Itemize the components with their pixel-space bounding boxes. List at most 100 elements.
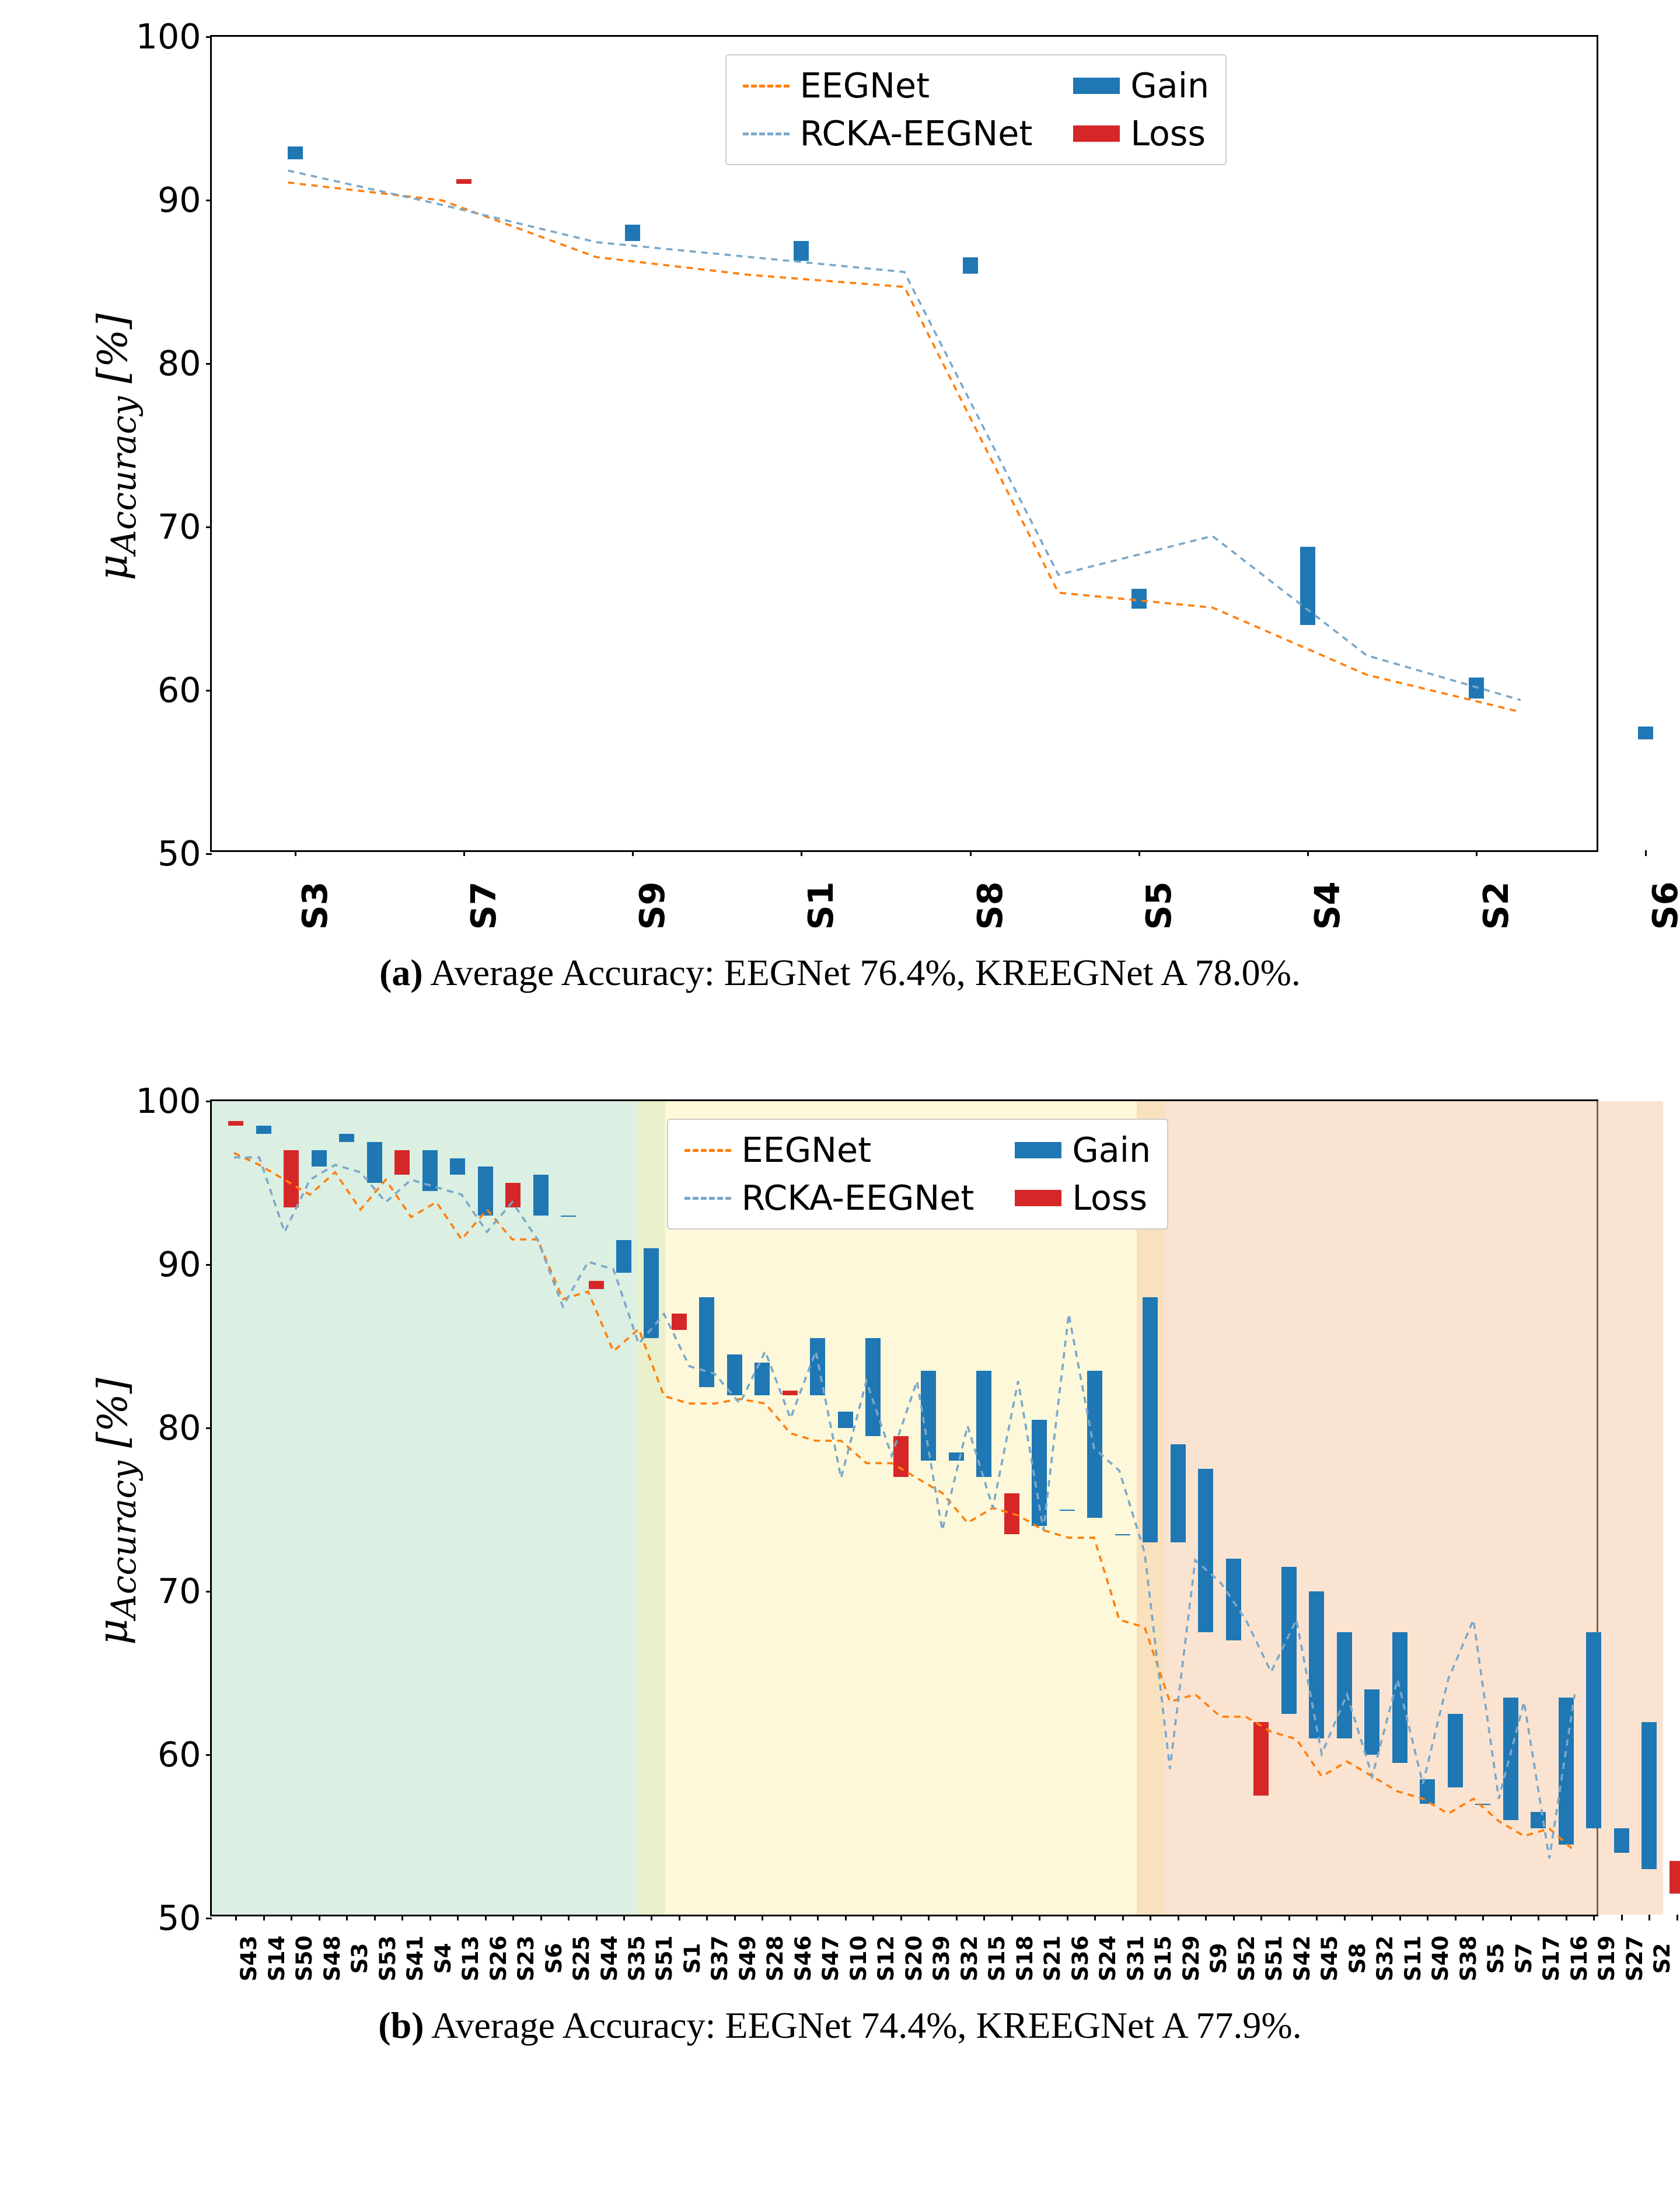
- x-tick-label: S3: [347, 1943, 372, 1974]
- page: μAccuracy [%] EEGNetGainRCKA-EEGNetLoss …: [0, 0, 1680, 2152]
- x-tick-label: S41: [402, 1936, 428, 1982]
- x-tick-mark: [1205, 1915, 1207, 1920]
- y-tick-mark: [206, 200, 212, 201]
- legend-item-rcka: RCKA-EEGNet: [743, 114, 1033, 153]
- x-tick-label: S24: [1095, 1936, 1120, 1982]
- x-tick-label: S9: [1206, 1943, 1231, 1974]
- x-tick-mark: [706, 1915, 708, 1920]
- caption-b-text: Average Accuracy: EEGNet 74.4%, KREEGNet…: [424, 2005, 1302, 2046]
- panel-b: μAccuracy [%] EEGNetGainRCKA-EEGNetLoss …: [82, 1099, 1598, 2047]
- x-tick-label: S23: [513, 1936, 539, 1982]
- x-tick-label: S51: [651, 1936, 677, 1982]
- x-tick-label: S7: [464, 881, 504, 930]
- x-tick-mark: [1344, 1915, 1346, 1920]
- y-tick-label: 80: [158, 344, 201, 383]
- x-tick-mark: [1307, 850, 1309, 856]
- x-tick-mark: [956, 1915, 958, 1920]
- x-tick-mark: [762, 1915, 763, 1920]
- y-tick-label: 90: [158, 180, 201, 220]
- x-tick-label: S4: [1308, 881, 1347, 930]
- legend-text-rcka: RCKA-EEGNet: [800, 114, 1033, 153]
- panel-a: μAccuracy [%] EEGNetGainRCKA-EEGNetLoss …: [82, 35, 1598, 994]
- x-tick-mark: [263, 1915, 265, 1920]
- x-tick-mark: [1039, 1915, 1040, 1920]
- x-tick-mark: [679, 1915, 680, 1920]
- x-tick-label: S27: [1622, 1936, 1647, 1982]
- x-tick-mark: [1138, 850, 1140, 856]
- x-tick-mark: [1482, 1915, 1484, 1920]
- x-tick-label: S25: [568, 1936, 594, 1982]
- x-tick-mark: [983, 1915, 985, 1920]
- x-tick-label: S26: [486, 1936, 511, 1982]
- x-tick-mark: [817, 1915, 819, 1920]
- x-tick-label: S20: [901, 1936, 927, 1982]
- x-tick-label: S44: [596, 1936, 622, 1982]
- y-tick-mark: [206, 363, 212, 365]
- x-tick-mark: [1621, 1915, 1623, 1920]
- x-tick-mark: [1178, 1915, 1179, 1920]
- x-tick-mark: [457, 1915, 459, 1920]
- legend-item-rcka: RCKA-EEGNet: [684, 1178, 975, 1218]
- legend-item-eegnet: EEGNet: [743, 66, 1033, 106]
- x-tick-mark: [845, 1915, 847, 1920]
- x-tick-mark: [540, 1915, 542, 1920]
- y-tick-label: 100: [136, 1081, 201, 1121]
- legend-line-eegnet: [684, 1149, 731, 1152]
- y-tick-mark: [206, 853, 212, 855]
- gain-bar: [1638, 727, 1653, 739]
- x-tick-label: S1: [679, 1943, 705, 1974]
- x-tick-mark: [401, 1915, 403, 1920]
- caption-a-text: Average Accuracy: EEGNet 76.4%, KREEGNet…: [423, 952, 1301, 993]
- x-tick-mark: [970, 850, 972, 856]
- x-tick-mark: [235, 1915, 237, 1920]
- legend-a: EEGNetGainRCKA-EEGNetLoss: [725, 54, 1227, 165]
- x-tick-mark: [872, 1915, 874, 1920]
- y-tick-label: 80: [158, 1408, 201, 1448]
- x-tick-mark: [1316, 1915, 1318, 1920]
- y-axis-label-b: μAccuracy [%]: [90, 1336, 144, 1686]
- legend-swatch-gain: [1015, 1142, 1061, 1158]
- x-tick-mark: [1648, 1915, 1650, 1920]
- y-tick-mark: [206, 1101, 212, 1102]
- legend-swatch-loss: [1015, 1190, 1061, 1206]
- x-tick-mark: [1067, 1915, 1068, 1920]
- legend-b: EEGNetGainRCKA-EEGNetLoss: [667, 1119, 1169, 1230]
- y-tick-label: 70: [158, 1572, 201, 1611]
- x-tick-mark: [928, 1915, 930, 1920]
- x-tick-mark: [1538, 1915, 1539, 1920]
- x-tick-mark: [1427, 1915, 1428, 1920]
- x-tick-mark: [1566, 1915, 1567, 1920]
- x-tick-label: S21: [1039, 1936, 1065, 1982]
- x-tick-label: S28: [762, 1936, 788, 1982]
- x-tick-mark: [429, 1915, 431, 1920]
- x-tick-mark: [485, 1915, 487, 1920]
- x-tick-mark: [801, 850, 802, 856]
- x-tick-label: S32: [1372, 1936, 1398, 1982]
- x-tick-label: S4: [430, 1943, 456, 1974]
- x-tick-mark: [900, 1915, 902, 1920]
- x-tick-label: S30: [1677, 1936, 1680, 1982]
- legend-text-gain: Gain: [1072, 1130, 1151, 1170]
- x-tick-label: S6: [541, 1943, 567, 1974]
- x-tick-mark: [1645, 850, 1647, 856]
- x-tick-label: S19: [1594, 1936, 1619, 1982]
- x-tick-mark: [1233, 1915, 1235, 1920]
- legend-line-rcka: [743, 132, 790, 135]
- y-tick-mark: [206, 36, 212, 38]
- caption-a-tag: (a): [379, 952, 423, 993]
- y-tick-mark: [206, 1754, 212, 1756]
- legend-item-gain: Gain: [1015, 1130, 1151, 1170]
- legend-text-eegnet: EEGNet: [742, 1130, 872, 1170]
- x-tick-label: S36: [1067, 1936, 1093, 1982]
- caption-b-tag: (b): [378, 2005, 424, 2046]
- x-tick-label: S43: [236, 1936, 261, 1982]
- eegnet-line: [234, 1153, 1574, 1851]
- x-tick-label: S48: [319, 1936, 345, 1982]
- x-tick-label: S39: [928, 1936, 954, 1982]
- x-tick-label: S9: [633, 881, 672, 930]
- legend-line-rcka: [684, 1197, 731, 1200]
- x-tick-mark: [1510, 1915, 1512, 1920]
- caption-b: (b) Average Accuracy: EEGNet 74.4%, KREE…: [82, 2004, 1598, 2047]
- x-tick-mark: [790, 1915, 791, 1920]
- x-tick-label: S3: [295, 881, 335, 930]
